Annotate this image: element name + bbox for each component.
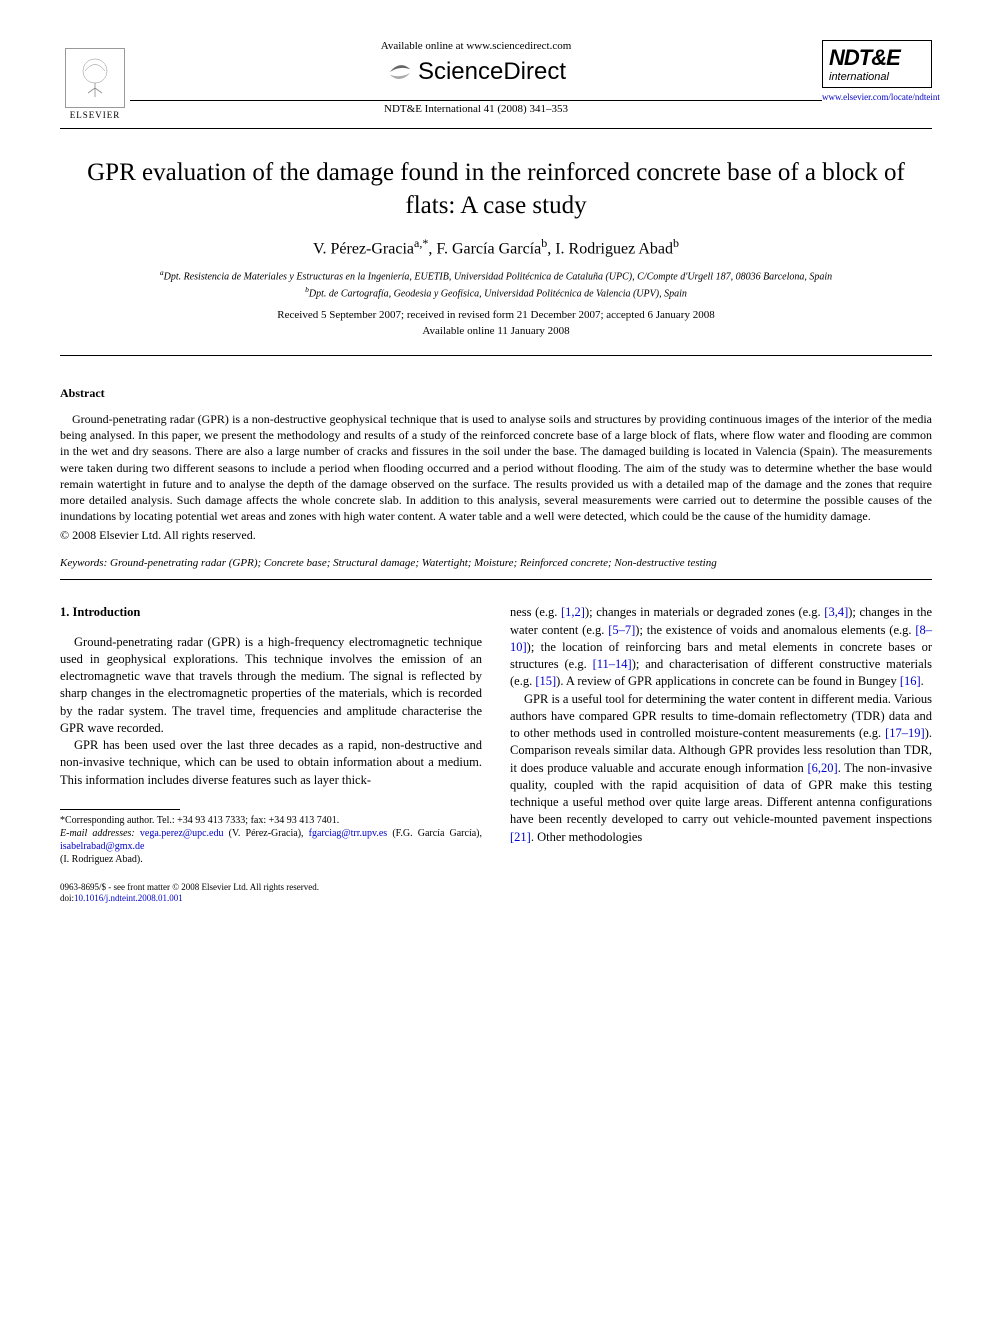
body-columns: 1. Introduction Ground-penetrating radar… (60, 604, 932, 905)
email-label: E-mail addresses: (60, 828, 135, 839)
affiliation-a: Dpt. Resistencia de Materiales y Estruct… (164, 272, 833, 283)
corresponding-author: *Corresponding author. Tel.: +34 93 413 … (60, 814, 482, 827)
page-container: ELSEVIER Available online at www.science… (0, 0, 992, 945)
paper-title: GPR evaluation of the damage found in th… (60, 157, 932, 222)
cite-11-14[interactable]: [11–14] (593, 657, 632, 671)
doi-value[interactable]: 10.1016/j.ndteint.2008.01.001 (74, 893, 183, 903)
sciencedirect-swoosh-icon (386, 58, 414, 86)
keywords-label: Keywords: (60, 557, 107, 569)
footnote-block: *Corresponding author. Tel.: +34 93 413 … (60, 814, 482, 866)
email-3-name: (I. Rodriguez Abad). (60, 854, 143, 865)
journal-logo-block: NDT&E international www.elsevier.com/loc… (822, 40, 932, 102)
journal-reference: NDT&E International 41 (2008) 341–353 (130, 103, 822, 115)
cite-17-19[interactable]: [17–19] (885, 726, 925, 740)
cite-16[interactable]: [16] (900, 674, 921, 688)
abstract-text: Ground-penetrating radar (GPR) is a non-… (60, 411, 932, 524)
received-dates: Received 5 September 2007; received in r… (60, 309, 932, 321)
ndte-main-text: NDT&E (829, 45, 925, 71)
email-1[interactable]: vega.perez@upc.edu (135, 828, 224, 839)
col2-p1-t1: ); changes in materials or degraded zone… (585, 605, 824, 619)
author-1: V. Pérez-Gracia (313, 240, 414, 257)
col1-para-1: Ground-penetrating radar (GPR) is a high… (60, 634, 482, 738)
col2-para-2: GPR is a useful tool for determining the… (510, 691, 932, 846)
abstract-heading: Abstract (60, 386, 932, 401)
sciencedirect-logo: ScienceDirect (130, 58, 822, 86)
col2-para-1: ness (e.g. [1,2]); changes in materials … (510, 604, 932, 690)
column-left: 1. Introduction Ground-penetrating radar… (60, 604, 482, 905)
col2-p1-t0: ness (e.g. (510, 605, 561, 619)
abstract-section: Abstract Ground-penetrating radar (GPR) … (60, 386, 932, 543)
col2-p1-t3: ); the existence of voids and anomalous … (635, 623, 915, 637)
cite-21[interactable]: [21] (510, 830, 531, 844)
email-2[interactable]: fgarciag@trr.upv.es (309, 828, 388, 839)
affiliation-b: Dpt. de Cartografía, Geodesia y Geofísic… (309, 288, 687, 299)
col2-p2-t0: GPR is a useful tool for determining the… (510, 692, 932, 741)
author-1-affil: a,* (414, 236, 428, 250)
email-3[interactable]: isabelrabad@gmx.de (60, 841, 144, 852)
cite-15[interactable]: [15] (535, 674, 556, 688)
footnote-separator (60, 809, 180, 810)
affiliations: aDpt. Resistencia de Materiales y Estruc… (60, 268, 932, 301)
cite-6-20[interactable]: [6,20] (808, 761, 838, 775)
abstract-copyright: © 2008 Elsevier Ltd. All rights reserved… (60, 528, 932, 543)
email-2-name: (F.G. García García), (387, 828, 482, 839)
front-matter-line: 0963-8695/$ - see front matter © 2008 El… (60, 882, 482, 905)
col2-p1-t7: . (921, 674, 924, 688)
cite-5-7[interactable]: [5–7] (608, 623, 635, 637)
cite-3-4[interactable]: [3,4] (824, 605, 848, 619)
online-date: Available online 11 January 2008 (60, 325, 932, 337)
header-rule-top (130, 100, 822, 101)
keywords-line: Keywords: Ground-penetrating radar (GPR)… (60, 557, 932, 569)
available-online-text: Available online at www.sciencedirect.co… (130, 40, 822, 52)
col2-p1-t6: ). A review of GPR applications in concr… (556, 674, 900, 688)
elsevier-logo: ELSEVIER (60, 40, 130, 120)
author-3: , I. Rodriguez Abad (547, 240, 673, 257)
ndte-logo-box: NDT&E international (822, 40, 932, 88)
front-matter-text: 0963-8695/$ - see front matter © 2008 El… (60, 882, 482, 894)
section-1-heading: 1. Introduction (60, 604, 482, 621)
header-row: ELSEVIER Available online at www.science… (60, 40, 932, 120)
journal-url[interactable]: www.elsevier.com/locate/ndteint (822, 92, 932, 102)
elsevier-label: ELSEVIER (70, 110, 121, 120)
author-2: , F. García García (428, 240, 541, 257)
abstract-rule-bottom (60, 579, 932, 580)
keywords-text: Ground-penetrating radar (GPR); Concrete… (107, 557, 716, 569)
ndte-sub-text: international (829, 71, 925, 83)
sciencedirect-text: ScienceDirect (418, 58, 566, 86)
doi-label: doi: (60, 893, 74, 903)
header-rule-bottom (60, 128, 932, 129)
abstract-rule-top (60, 355, 932, 356)
column-right: ness (e.g. [1,2]); changes in materials … (510, 604, 932, 905)
col2-p2-t3: . Other methodologies (531, 830, 642, 844)
elsevier-tree-icon (65, 48, 125, 108)
email-1-name: (V. Pérez-Gracia), (224, 828, 309, 839)
email-addresses: E-mail addresses: vega.perez@upc.edu (V.… (60, 827, 482, 866)
cite-1-2[interactable]: [1,2] (561, 605, 585, 619)
authors-line: V. Pérez-Graciaa,*, F. García García b, I… (60, 236, 932, 258)
author-3-affil: b (673, 236, 679, 250)
col1-para-2: GPR has been used over the last three de… (60, 737, 482, 789)
center-header: Available online at www.sciencedirect.co… (130, 40, 822, 115)
